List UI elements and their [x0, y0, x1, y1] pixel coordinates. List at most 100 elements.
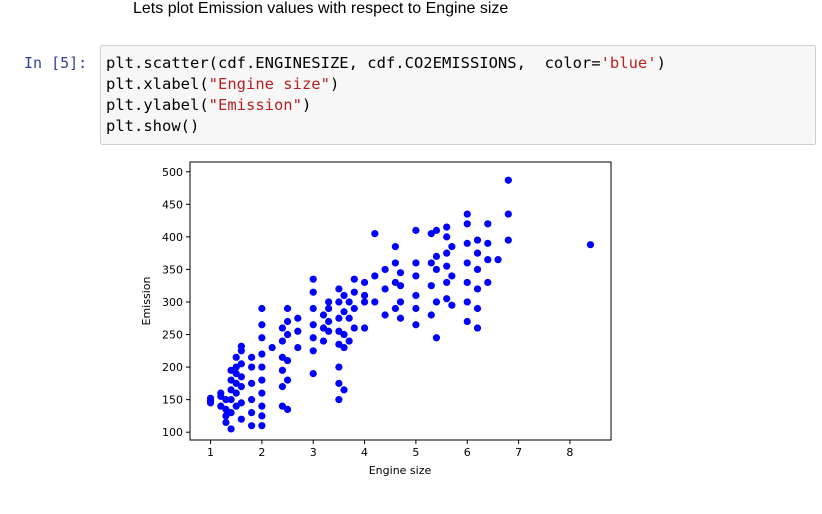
point [283, 376, 292, 384]
point [412, 304, 420, 313]
point [319, 324, 328, 332]
point [268, 343, 276, 352]
point [412, 321, 420, 329]
y-tick-label: 500 [162, 166, 183, 179]
point [232, 389, 240, 397]
point [340, 386, 348, 394]
point [283, 356, 292, 365]
point [484, 278, 492, 287]
point [340, 291, 348, 300]
code: plt.scatter(cdf.ENGINESIZE, cdf.CO2EMISS… [106, 54, 601, 72]
point [484, 256, 492, 264]
point [448, 243, 456, 251]
point [278, 324, 287, 332]
point [283, 317, 292, 326]
point [340, 330, 348, 339]
point [232, 379, 240, 387]
code: ) [301, 96, 312, 114]
point [463, 239, 471, 247]
point [412, 272, 420, 280]
x-tick-label: 7 [515, 446, 522, 459]
point [350, 275, 358, 283]
point [381, 265, 389, 274]
point [217, 389, 225, 397]
point [360, 298, 369, 306]
point [222, 396, 230, 404]
point [350, 304, 358, 313]
point [335, 396, 343, 404]
point [325, 317, 333, 326]
point [371, 298, 379, 306]
point [473, 324, 482, 332]
point [443, 278, 451, 287]
point [360, 324, 369, 332]
code: ) [329, 75, 340, 93]
code-string: "Emission" [208, 96, 302, 114]
point [335, 327, 343, 335]
y-tick-label: 250 [162, 329, 183, 342]
point [206, 399, 215, 407]
point [371, 230, 379, 238]
x-axis-label: Engine size [369, 464, 432, 477]
x-tick-label: 3 [310, 446, 317, 459]
point [227, 396, 235, 404]
markdown-text: Lets plot Emission values with respect t… [133, 0, 509, 17]
point [412, 226, 420, 234]
x-tick-label: 1 [207, 446, 214, 459]
point [258, 412, 266, 420]
point [309, 275, 317, 283]
point [227, 386, 235, 394]
point [258, 321, 266, 329]
point [473, 285, 482, 293]
point [350, 324, 358, 332]
code: plt.ylabel( [106, 96, 209, 114]
point [237, 383, 245, 391]
cell-prompt: In [5]: [24, 54, 88, 72]
point [248, 396, 256, 404]
point [258, 389, 266, 397]
point [484, 220, 492, 228]
point [484, 239, 492, 247]
x-tick-label: 6 [464, 446, 471, 459]
point [258, 376, 266, 384]
y-tick-label: 200 [162, 361, 183, 374]
point [309, 347, 317, 355]
point [325, 298, 333, 306]
point [335, 340, 343, 348]
x-tick-label: 2 [258, 446, 265, 459]
y-tick-label: 400 [162, 231, 183, 244]
y-tick-label: 450 [162, 198, 183, 211]
x-tick-label: 8 [566, 446, 573, 459]
point [278, 337, 287, 345]
point [335, 298, 343, 306]
point [309, 369, 317, 378]
x-tick-label: 5 [412, 446, 419, 459]
point [294, 314, 302, 322]
point [227, 425, 235, 433]
point [360, 278, 369, 287]
point [463, 259, 471, 267]
point [494, 256, 502, 264]
point [586, 241, 595, 249]
point [504, 210, 512, 218]
point [396, 314, 405, 322]
point [396, 282, 405, 290]
point [463, 210, 471, 218]
code-line: plt.scatter(cdf.ENGINESIZE, cdf.CO2EMISS… [106, 53, 810, 74]
point [222, 418, 230, 427]
point [335, 314, 343, 322]
y-tick-label: 150 [162, 394, 183, 407]
point [258, 402, 266, 410]
point [222, 412, 230, 420]
point [237, 399, 245, 407]
code: ) [656, 54, 666, 72]
y-axis-label: Emission [140, 277, 153, 326]
point [248, 409, 256, 417]
point [325, 327, 333, 335]
point [427, 311, 435, 319]
code-cell[interactable]: plt.scatter(cdf.ENGINESIZE, cdf.CO2EMISS… [100, 45, 816, 145]
x-tick-label: 4 [361, 446, 368, 459]
point [432, 252, 441, 261]
